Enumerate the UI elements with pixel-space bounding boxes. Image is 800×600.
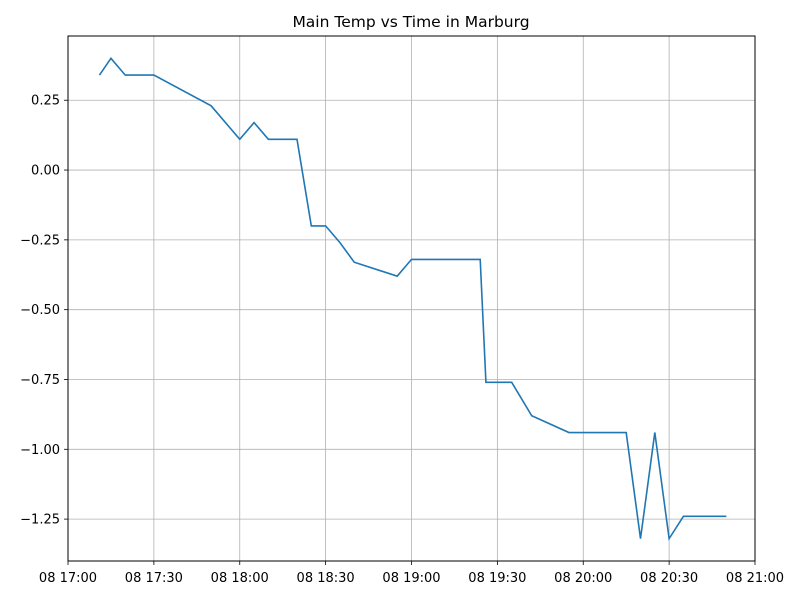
y-tick-label: −0.75 [20, 373, 60, 388]
y-tick-label: −0.25 [20, 233, 60, 248]
y-tick-label: −1.25 [20, 513, 60, 528]
y-tick-label: 0.00 [31, 164, 60, 179]
x-tick-label: 08 18:30 [297, 571, 355, 586]
x-tick-label: 08 19:30 [468, 571, 526, 586]
y-tick-label: −1.00 [20, 443, 60, 458]
series-layer [98, 57, 727, 541]
y-tick-label: 0.25 [31, 94, 60, 109]
x-tick-label: 08 18:00 [211, 571, 269, 586]
chart-title: Main Temp vs Time in Marburg [292, 13, 529, 31]
x-tick-label: 08 17:30 [125, 571, 183, 586]
x-tick-label: 08 19:00 [382, 571, 440, 586]
x-axis: 08 17:00 08 17:30 08 18:00 08 18:30 08 19:00… [39, 561, 784, 586]
y-tick-label: −0.50 [20, 303, 60, 318]
x-tick-label: 08 17:00 [39, 571, 97, 586]
series-line [98, 57, 727, 541]
x-tick-label: 08 20:30 [640, 571, 698, 586]
y-axis: −1.25 −1.00 −0.75 −0.50 −0.25 0.00 0.25 [20, 94, 68, 528]
x-tick-label: 08 20:00 [554, 571, 612, 586]
x-tick-label: 08 21:00 [726, 571, 784, 586]
grid-lines [67, 36, 756, 561]
